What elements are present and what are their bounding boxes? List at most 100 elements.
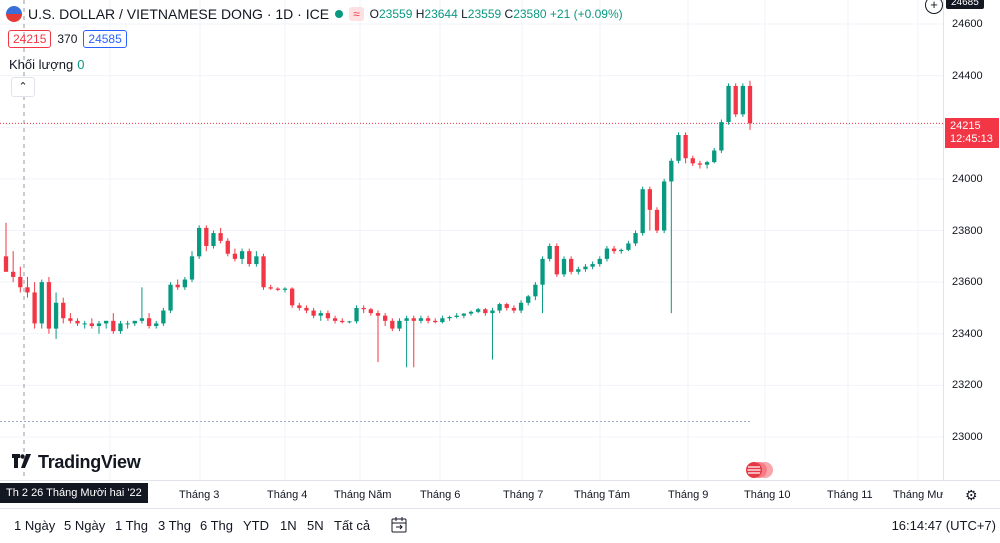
time-axis[interactable]: Th 2 26 Tháng Mười hai '22 Tháng 3 Tháng… xyxy=(0,480,1000,509)
candle-body xyxy=(332,318,338,321)
candle-body xyxy=(704,162,710,165)
symbol-title[interactable]: U.S. DOLLAR / VIETNAMESE DONG · 1D · ICE xyxy=(28,6,330,22)
month-label: Tháng 9 xyxy=(668,489,709,501)
candle-body xyxy=(68,318,73,321)
range-1m-button[interactable]: 1 Thg xyxy=(115,518,149,533)
spread-value: 370 xyxy=(57,32,78,46)
candle-body xyxy=(669,160,674,182)
candle-body xyxy=(476,309,481,312)
candle-body xyxy=(340,320,345,323)
candle-body xyxy=(111,320,116,332)
candle-body xyxy=(46,282,52,329)
candle-body xyxy=(275,288,280,290)
candle-body xyxy=(540,258,545,285)
candle-body xyxy=(518,302,524,311)
candle-body xyxy=(425,318,431,321)
range-ytd-button[interactable]: YTD xyxy=(243,518,269,533)
candle-body xyxy=(390,320,395,329)
candle-body xyxy=(361,307,366,310)
range-all-button[interactable]: Tất cả xyxy=(334,518,371,533)
high-value: 23644 xyxy=(424,7,458,21)
timezone-clock[interactable]: 16:14:47 (UTC+7) xyxy=(891,518,996,533)
candle-body xyxy=(626,243,631,250)
wave-icon[interactable]: ≈ xyxy=(349,7,364,21)
candle-body xyxy=(569,258,574,272)
candle-body xyxy=(375,313,381,316)
candle-body xyxy=(640,189,645,234)
bid-price-box[interactable]: 24215 xyxy=(8,30,52,48)
range-5d-button[interactable]: 5 Ngày xyxy=(64,518,106,533)
candle-body xyxy=(747,85,753,124)
candle-body xyxy=(533,284,538,297)
ask-price-box[interactable]: 24585 xyxy=(83,30,127,48)
candle-body xyxy=(383,315,388,321)
candlestick-chart[interactable] xyxy=(0,0,943,480)
candle-body xyxy=(39,282,44,324)
candle-body xyxy=(726,85,731,123)
range-1y-button[interactable]: 1N xyxy=(280,518,297,533)
candle-body xyxy=(182,279,187,288)
high-price-badge: 24685 xyxy=(946,0,984,9)
price-axis[interactable]: 24685 24600 24400 24200 24000 23800 2360… xyxy=(943,0,1000,480)
price-tick: 24000 xyxy=(952,173,983,185)
month-label: Tháng 3 xyxy=(179,489,220,501)
date-range-icon[interactable] xyxy=(390,516,408,537)
ohlc-values: O23559 H23644 L23559 C23580 +21 (+0.09%) xyxy=(370,7,623,21)
candle-body xyxy=(61,302,66,319)
candle-body xyxy=(104,320,109,324)
low-label: L xyxy=(461,7,468,21)
chevron-up-icon: ⌃ xyxy=(18,81,28,93)
candle-body xyxy=(683,134,688,159)
price-tick: 24400 xyxy=(952,70,983,82)
range-3m-button[interactable]: 3 Thg xyxy=(158,518,192,533)
collapse-legend-button[interactable]: ⌃ xyxy=(11,77,35,97)
candle-body xyxy=(254,256,259,265)
candle-body xyxy=(504,304,509,308)
symbol-legend: U.S. DOLLAR / VIETNAMESE DONG · 1D · ICE… xyxy=(6,6,623,22)
month-label: Tháng 6 xyxy=(420,489,461,501)
candle-body xyxy=(676,134,681,161)
candle-body xyxy=(32,292,37,324)
candle-body xyxy=(418,318,424,321)
price-tick: 23800 xyxy=(952,225,983,237)
crosshair-date-label: Th 2 26 Tháng Mười hai '22 xyxy=(0,483,148,503)
candle-body xyxy=(368,309,373,314)
gear-icon[interactable]: ⚙ xyxy=(965,487,978,503)
current-price-value: 24215 xyxy=(950,120,981,132)
candle-body xyxy=(583,266,588,270)
candle-body xyxy=(633,233,638,244)
market-status-icon[interactable] xyxy=(335,10,344,18)
change-value: +21 (+0.09%) xyxy=(549,7,623,21)
close-label: C xyxy=(504,7,514,21)
candle-body xyxy=(225,240,230,254)
volume-value: 0 xyxy=(77,57,85,72)
candle-body xyxy=(554,245,559,275)
high-label: H xyxy=(415,7,425,21)
candle-body xyxy=(526,296,531,303)
candle-body xyxy=(18,276,23,288)
candle-body xyxy=(576,269,581,272)
chart-pane[interactable]: U.S. DOLLAR / VIETNAMESE DONG · 1D · ICE… xyxy=(0,0,943,480)
range-6m-button[interactable]: 6 Thg xyxy=(200,518,234,533)
candle-body xyxy=(132,320,137,324)
candle-body xyxy=(404,318,409,321)
add-plus-icon[interactable]: + xyxy=(925,0,943,14)
volume-legend[interactable]: Khối lượng 0 xyxy=(9,57,84,72)
open-value: 23559 xyxy=(379,7,413,21)
current-price-badge: 24215 12:45:13 xyxy=(945,118,999,148)
low-value: 23559 xyxy=(467,7,502,21)
candle-body xyxy=(397,320,402,329)
tradingview-logo[interactable]: TradingView xyxy=(12,452,141,473)
candle-body xyxy=(146,318,152,327)
range-1d-button[interactable]: 1 Ngày xyxy=(14,518,56,533)
bottom-toolbar: 1 Ngày 5 Ngày 1 Thg 3 Thg 6 Thg YTD 1N 5… xyxy=(0,508,1000,543)
candle-body xyxy=(282,288,288,290)
economic-events-icon[interactable] xyxy=(745,460,773,478)
candle-body xyxy=(611,248,617,252)
candle-body xyxy=(204,227,209,246)
range-5y-button[interactable]: 5N xyxy=(307,518,324,533)
month-label: Tháng 7 xyxy=(503,489,544,501)
candle-body xyxy=(712,150,717,163)
candle-body xyxy=(654,209,660,231)
candle-body xyxy=(483,309,488,314)
